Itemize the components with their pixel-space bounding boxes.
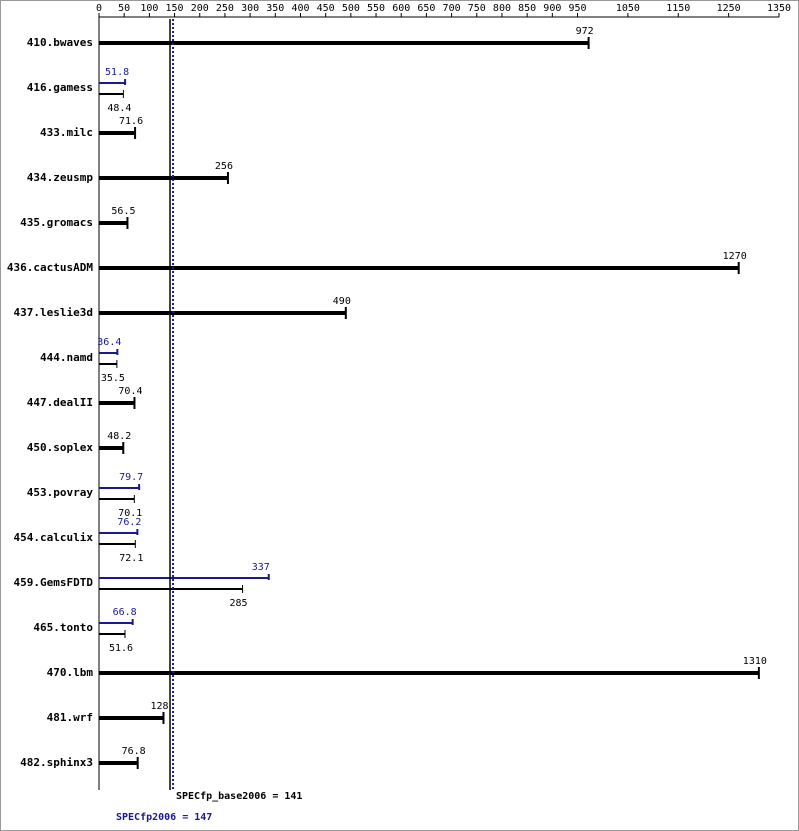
x-tick-label: 600 xyxy=(392,3,410,14)
bar xyxy=(99,363,117,365)
bar xyxy=(99,446,124,450)
x-tick-label: 800 xyxy=(493,3,511,14)
bar xyxy=(99,82,126,84)
bar xyxy=(99,716,164,720)
category-label: 470.lbm xyxy=(47,666,94,679)
value-label: 70.4 xyxy=(118,386,142,397)
bar xyxy=(99,543,136,545)
value-label: 72.1 xyxy=(119,553,143,564)
value-label: 79.7 xyxy=(119,472,143,483)
category-label: 434.zeusmp xyxy=(27,171,94,184)
value-label: 51.8 xyxy=(105,67,129,78)
x-tick-label: 150 xyxy=(166,3,184,14)
x-tick-label: 1150 xyxy=(666,3,690,14)
category-label: 459.GemsFDTD xyxy=(14,576,94,589)
category-label: 481.wrf xyxy=(47,711,93,724)
x-tick-label: 1050 xyxy=(616,3,640,14)
category-label: 450.soplex xyxy=(27,441,94,454)
x-tick-label: 650 xyxy=(417,3,435,14)
bar xyxy=(99,41,589,45)
x-tick-label: 350 xyxy=(266,3,284,14)
category-label: 444.namd xyxy=(40,351,93,364)
value-label: 76.2 xyxy=(117,517,141,528)
value-label: 1270 xyxy=(723,251,747,262)
bar xyxy=(99,498,135,500)
x-tick-label: 50 xyxy=(118,3,130,14)
bar xyxy=(99,352,118,354)
bar xyxy=(99,487,140,489)
bar xyxy=(99,176,228,180)
reference-label: SPECfp_base2006 = 141 xyxy=(176,791,302,802)
value-label: 70.1 xyxy=(118,508,142,519)
value-label: 56.5 xyxy=(111,206,135,217)
category-label: 465.tonto xyxy=(33,621,93,634)
bar xyxy=(99,131,136,135)
value-label: 256 xyxy=(215,161,233,172)
x-tick-label: 450 xyxy=(317,3,335,14)
x-tick-label: 200 xyxy=(191,3,209,14)
value-label: 51.6 xyxy=(109,643,133,654)
bar xyxy=(99,311,346,315)
x-tick-label: 0 xyxy=(96,3,102,14)
bar xyxy=(99,532,138,534)
x-tick-label: 500 xyxy=(342,3,360,14)
x-tick-label: 100 xyxy=(140,3,158,14)
bar xyxy=(99,761,138,765)
x-tick-label: 700 xyxy=(443,3,461,14)
category-label: 435.gromacs xyxy=(20,216,93,229)
x-tick-label: 750 xyxy=(468,3,486,14)
value-label: 128 xyxy=(150,701,168,712)
x-tick-label: 300 xyxy=(241,3,259,14)
category-label: 454.calculix xyxy=(14,531,94,544)
x-tick-label: 1250 xyxy=(717,3,741,14)
bar xyxy=(99,266,739,270)
reference-label: SPECfp2006 = 147 xyxy=(116,812,212,823)
value-label: 48.2 xyxy=(107,431,131,442)
category-label: 416.gamess xyxy=(27,81,93,94)
bar xyxy=(99,221,128,225)
category-label: 433.milc xyxy=(40,126,93,139)
category-label: 436.cactusADM xyxy=(7,261,93,274)
value-label: 48.4 xyxy=(107,103,131,114)
x-tick-label: 250 xyxy=(216,3,234,14)
x-tick-label: 1350 xyxy=(767,3,791,14)
bar xyxy=(99,577,269,579)
category-label: 410.bwaves xyxy=(27,36,93,49)
value-label: 285 xyxy=(230,598,248,609)
x-tick-label: 550 xyxy=(367,3,385,14)
bar xyxy=(99,93,124,95)
x-tick-label: 900 xyxy=(543,3,561,14)
value-label: 337 xyxy=(252,562,270,573)
bar xyxy=(99,671,759,675)
x-tick-label: 850 xyxy=(518,3,536,14)
value-label: 36.4 xyxy=(97,337,121,348)
bar xyxy=(99,622,133,624)
value-label: 490 xyxy=(333,296,351,307)
category-label: 437.leslie3d xyxy=(14,306,93,319)
category-label: 453.povray xyxy=(27,486,94,499)
category-label: 447.dealII xyxy=(27,396,93,409)
x-tick-label: 950 xyxy=(568,3,586,14)
bar xyxy=(99,588,243,590)
bar xyxy=(99,633,125,635)
x-tick-label: 400 xyxy=(291,3,309,14)
value-label: 66.8 xyxy=(113,607,137,618)
category-label: 482.sphinx3 xyxy=(20,756,93,769)
value-label: 35.5 xyxy=(101,373,125,384)
value-label: 76.8 xyxy=(122,746,146,757)
value-label: 1310 xyxy=(743,656,767,667)
value-label: 972 xyxy=(576,26,594,37)
bar xyxy=(99,401,135,405)
value-label: 71.6 xyxy=(119,116,143,127)
